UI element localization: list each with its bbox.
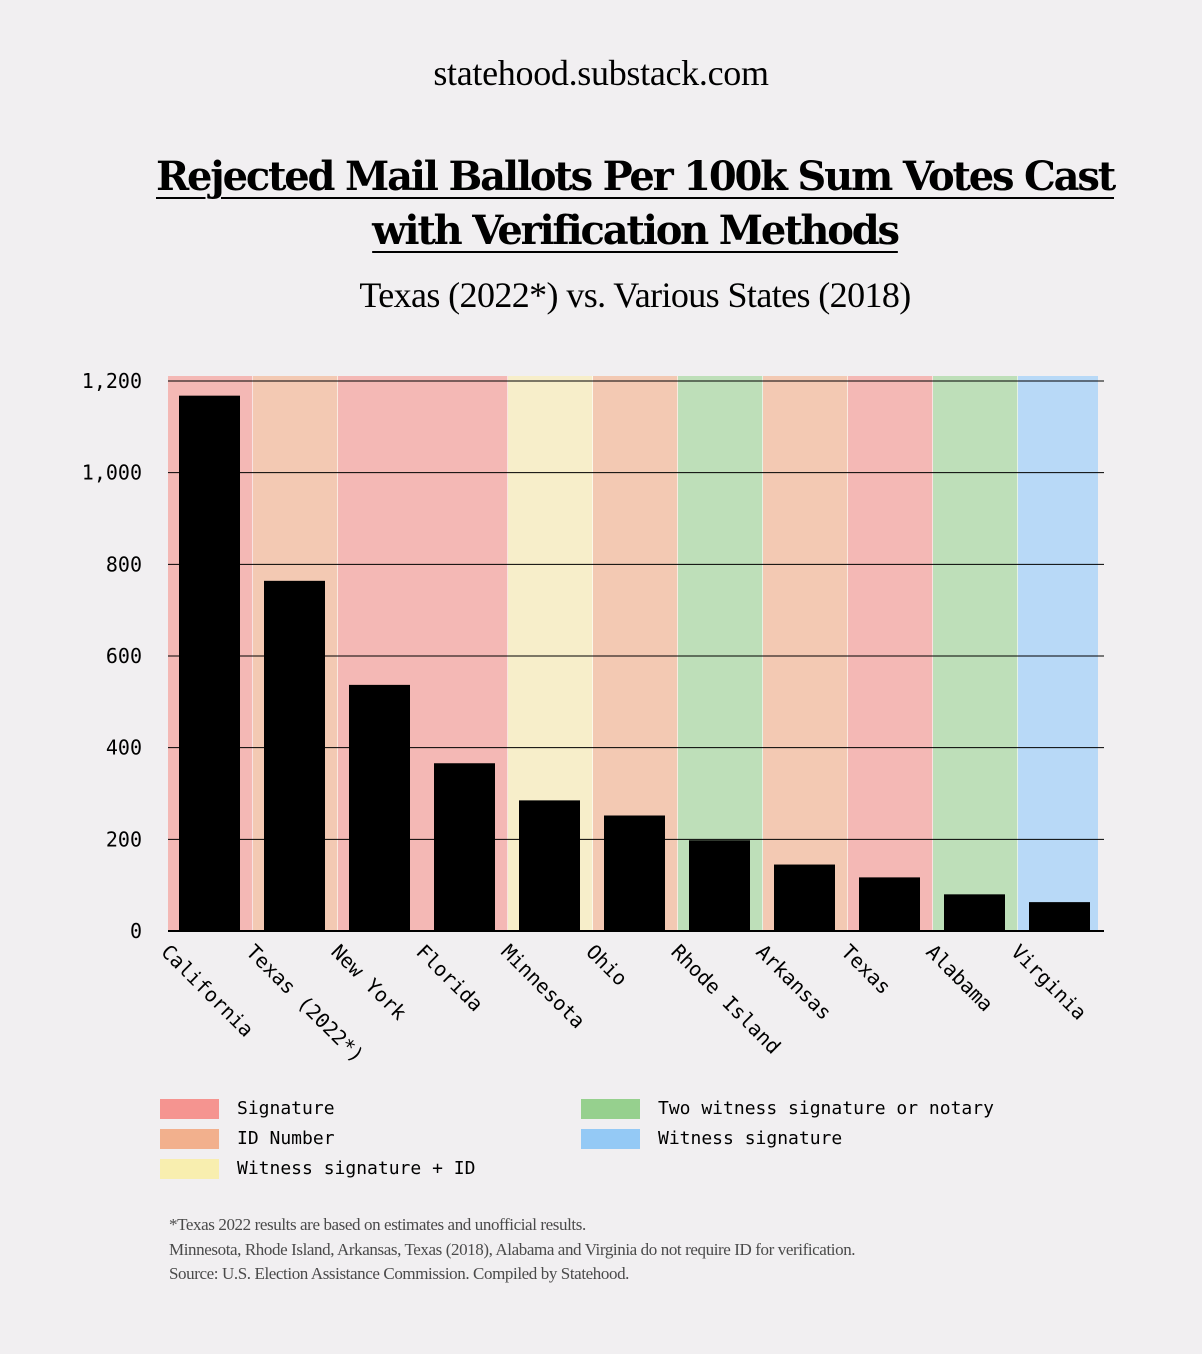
- footnote-id-requirement: Minnesota, Rhode Island, Arkansas, Texas…: [169, 1239, 856, 1259]
- legend-swatch: [581, 1129, 640, 1149]
- bar-florida: [434, 763, 495, 931]
- bar-minnesota: [519, 800, 580, 931]
- bar-california: [179, 395, 240, 932]
- x-tick-label-new-york: New York: [326, 940, 411, 1025]
- y-tick-label: 1,200: [82, 369, 142, 393]
- legend-swatch: [160, 1129, 219, 1149]
- bar-new-york: [349, 684, 410, 931]
- bar-rhode-island: [689, 840, 750, 931]
- x-tick-label-minnesota: Minnesota: [496, 940, 590, 1034]
- footnotes: *Texas 2022 results are based on estimat…: [169, 1213, 1069, 1287]
- y-tick-label: 400: [106, 736, 142, 760]
- x-tick-label-arkansas: Arkansas: [751, 940, 836, 1025]
- bar-texas: [859, 877, 920, 931]
- x-tick-label-florida: Florida: [411, 940, 488, 1017]
- x-tick-label-alabama: Alabama: [921, 940, 998, 1017]
- y-tick-label: 600: [106, 644, 142, 668]
- footnote-source: Source: U.S. Election Assistance Commiss…: [169, 1264, 630, 1283]
- band-two-witness-signature-or-notary: [678, 376, 763, 931]
- y-tick-label: 800: [106, 552, 142, 576]
- bar-ohio: [604, 815, 665, 931]
- band-two-witness-signature-or-notary: [933, 376, 1018, 931]
- legend-label: Witness signature: [658, 1128, 843, 1149]
- legend-swatch: [160, 1099, 219, 1119]
- band-witness-signature: [1018, 376, 1098, 931]
- x-tick-label-ohio: Ohio: [581, 940, 632, 991]
- bar-virginia: [1029, 902, 1090, 931]
- bar-alabama: [944, 894, 1005, 931]
- footnote-estimates: *Texas 2022 results are based on estimat…: [169, 1215, 586, 1234]
- legend-swatch: [160, 1159, 219, 1179]
- x-tick-label-virginia: Virginia: [1006, 940, 1091, 1025]
- bar-texas-2022: [264, 580, 325, 931]
- y-tick-label: 1,000: [82, 461, 142, 485]
- y-tick-label: 0: [130, 919, 142, 943]
- band-id-number: [763, 376, 848, 931]
- site-name: statehood.substack.com: [433, 53, 769, 93]
- bar-arkansas: [774, 864, 835, 931]
- legend-label: Signature: [237, 1098, 335, 1119]
- bars: [179, 395, 1090, 932]
- legend-swatch: [581, 1099, 640, 1119]
- band-signature: [848, 376, 933, 931]
- chart-title: Rejected Mail Ballots Per 100k Sum Votes…: [156, 153, 1116, 254]
- legend-label: Witness signature + ID: [237, 1158, 476, 1179]
- x-tick-label-texas: Texas: [836, 940, 896, 1000]
- y-axis-ticks: 0 200 400 600 800 1,000 1,200: [82, 369, 142, 943]
- legend-label: ID Number: [237, 1128, 335, 1149]
- chart-subtitle: Texas (2022*) vs. Various States (2018): [359, 275, 911, 315]
- y-tick-label: 200: [106, 827, 142, 851]
- legend-label: Two witness signature or notary: [658, 1098, 994, 1119]
